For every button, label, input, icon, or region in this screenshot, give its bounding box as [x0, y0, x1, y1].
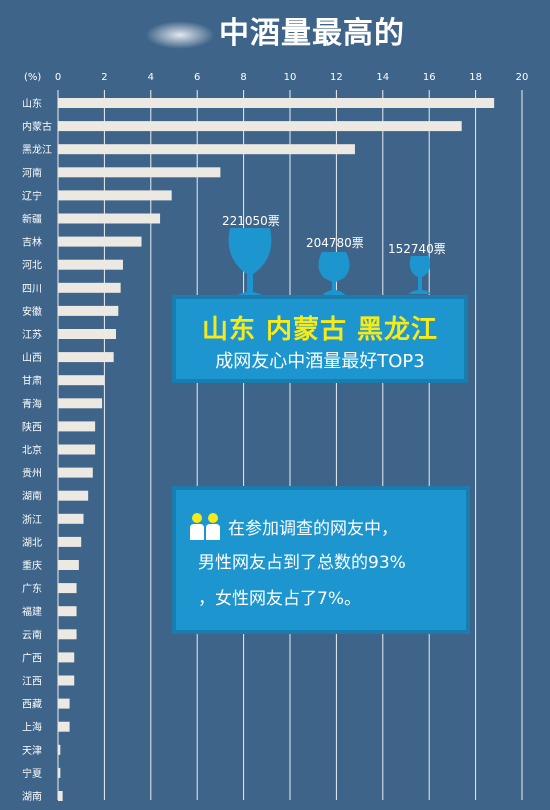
people-icon	[190, 513, 220, 540]
bar	[58, 98, 495, 108]
bar	[58, 190, 172, 201]
category-label: 江苏	[22, 328, 42, 341]
category-label: 广西	[22, 652, 42, 664]
bar	[58, 259, 123, 270]
bar	[58, 629, 77, 640]
unit-label: (%)	[24, 72, 41, 83]
bar	[58, 583, 77, 594]
bar	[58, 398, 103, 409]
category-label: 吉林	[22, 236, 42, 249]
category-label: 湖南	[22, 790, 42, 803]
category-label: 辽宁	[22, 189, 42, 202]
bar	[58, 213, 161, 224]
category-label: 河北	[22, 260, 42, 272]
bar	[58, 329, 116, 339]
gender-line-1: 在参加调查的网友中，	[228, 519, 398, 539]
gender-panel: 在参加调查的网友中， 男性网友占到了总数的93% ，女性网友占了7%。	[172, 486, 470, 634]
bar	[58, 490, 89, 501]
category-label: 青海	[22, 397, 42, 410]
category-label: 西藏	[22, 699, 42, 711]
tick-label: 6	[194, 72, 200, 83]
category-label: 福建	[22, 605, 42, 618]
category-label: 重庆	[22, 559, 42, 572]
title-blur	[145, 20, 215, 49]
bar	[58, 767, 61, 778]
votes-label-1: 221050票	[222, 214, 280, 228]
tick-label: 12	[330, 72, 343, 83]
bar	[58, 467, 93, 478]
top3-provinces: 山东 内蒙古 黑龙江	[201, 315, 439, 345]
category-label: 湖南	[22, 490, 42, 503]
category-label: 安徽	[22, 305, 42, 318]
tick-label: 14	[376, 72, 389, 83]
category-label: 内蒙古	[22, 120, 52, 133]
bar	[58, 305, 119, 316]
tick-label: 8	[240, 72, 246, 83]
bar	[58, 536, 82, 547]
tick-label: 0	[55, 72, 61, 83]
bar	[58, 652, 75, 663]
bar	[58, 144, 355, 155]
category-label: 新疆	[22, 213, 42, 226]
category-label: 广东	[22, 582, 42, 595]
category-label: 湖北	[22, 537, 42, 549]
bar	[58, 791, 63, 801]
bar	[58, 698, 70, 709]
category-label: 江西	[22, 676, 42, 688]
bar	[58, 675, 75, 686]
bar	[58, 444, 96, 455]
gender-line-3: ，女性网友占了7%。	[198, 589, 361, 609]
category-label: 山西	[22, 352, 42, 364]
category-label: 天津	[22, 745, 42, 757]
bar	[58, 606, 77, 617]
votes-label-2: 204780票	[306, 236, 364, 250]
glass-icon-2	[318, 252, 350, 296]
category-label: 甘肃	[22, 374, 42, 387]
bar	[58, 282, 121, 293]
category-label: 浙江	[22, 514, 42, 526]
glass-icon-3	[409, 256, 431, 294]
bar	[58, 560, 79, 570]
bar	[58, 121, 462, 132]
bar	[58, 721, 70, 732]
bar	[58, 236, 142, 247]
glass-icon-1	[228, 228, 272, 300]
category-label: 北京	[22, 444, 42, 457]
bar	[58, 375, 105, 386]
votes-label-3: 152740票	[388, 242, 446, 256]
category-label: 贵州	[22, 467, 42, 480]
bar	[58, 421, 96, 432]
tick-label: 16	[423, 72, 436, 83]
category-label: 山东	[22, 97, 42, 110]
category-label: 河南	[22, 166, 42, 179]
category-label: 云南	[22, 628, 42, 641]
tick-label: 4	[148, 72, 154, 83]
bar	[58, 513, 84, 524]
top3-panel: 山东 内蒙古 黑龙江 成网友心中酒量最好TOP3	[172, 295, 468, 383]
category-label: 黑龙江	[22, 143, 52, 156]
tick-label: 10	[284, 72, 297, 83]
top3-caption: 成网友心中酒量最好TOP3	[215, 351, 425, 372]
bar	[58, 744, 61, 755]
title-text: 中酒量最高的	[219, 16, 405, 51]
bar	[58, 167, 221, 178]
chart-title: 中酒量最高的	[0, 12, 550, 56]
bar	[58, 352, 114, 363]
tick-label: 2	[101, 72, 107, 83]
category-label: 陕西	[22, 420, 42, 433]
category-label: 四川	[22, 284, 42, 295]
category-label: 宁夏	[22, 767, 42, 780]
tick-label: 18	[469, 72, 482, 83]
tick-label: 20	[516, 72, 529, 83]
category-label: 上海	[22, 721, 42, 734]
gender-line-2: 男性网友占到了总数的93%	[198, 553, 406, 573]
